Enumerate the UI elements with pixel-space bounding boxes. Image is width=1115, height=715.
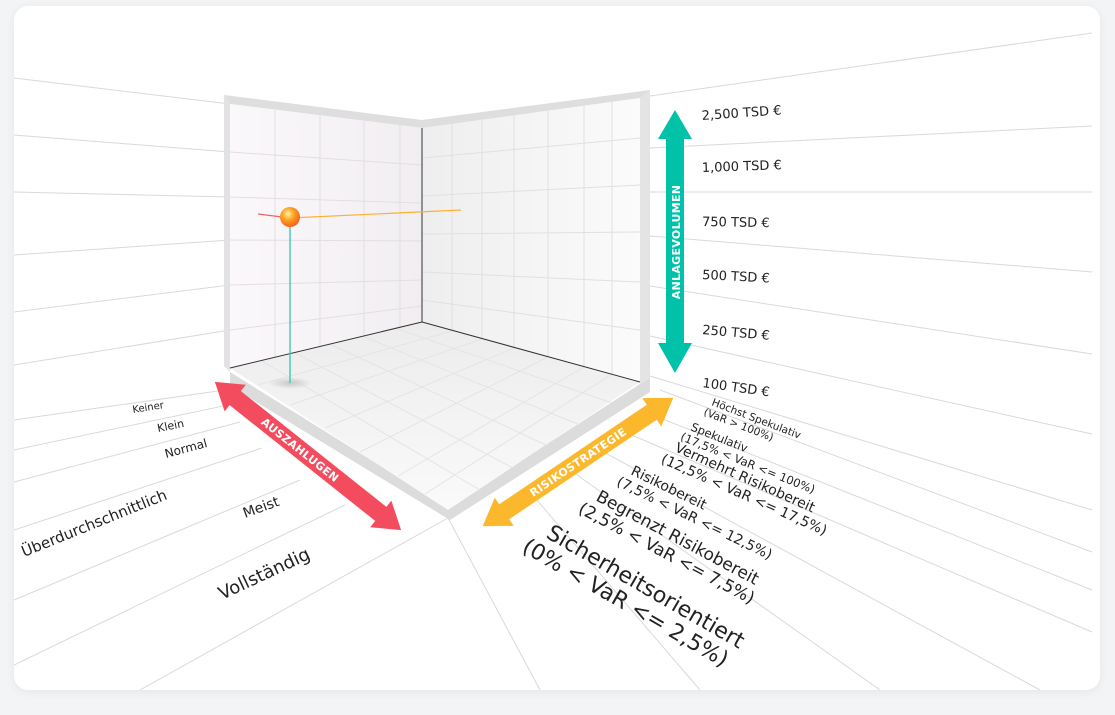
volume-label: 2,500 TSD €: [701, 103, 782, 124]
slab-right-edge: [640, 90, 650, 384]
volume-axis-title: ANLAGEVOLUMEN: [670, 185, 683, 300]
payout-label: Klein: [156, 417, 185, 435]
left-wall-grid: [229, 110, 423, 357]
volume-label: 750 TSD €: [702, 215, 770, 231]
right-wall: [422, 98, 640, 382]
volume-label: 500 TSD €: [702, 268, 770, 287]
position-marker: [280, 207, 300, 227]
volume-arrow: ANLAGEVOLUMEN: [658, 110, 692, 373]
payout-label: Vollständig: [215, 544, 313, 605]
left-wall: [230, 104, 422, 368]
floor-grid: [257, 327, 613, 495]
volume-label: 1,000 TSD €: [702, 158, 782, 176]
diagram-card: ANLAGEVOLUMEN AUSZAHLUGEN RISIKOSTRATEGI…: [14, 6, 1100, 690]
floor-edge-left: [229, 321, 423, 369]
right-wall-grid: [421, 102, 641, 374]
volume-label: 100 TSD €: [701, 376, 770, 400]
volume-label: 250 TSD €: [702, 323, 771, 344]
payout-label: Normal: [163, 436, 209, 461]
cube-diagram: ANLAGEVOLUMEN AUSZAHLUGEN RISIKOSTRATEGI…: [14, 32, 1093, 690]
perspective-lines: [14, 32, 1093, 690]
payout-label: Keiner: [132, 400, 166, 416]
floor-edge-right: [421, 321, 641, 383]
marker-line-right: [289, 209, 462, 219]
slab-left-edge: [224, 95, 230, 372]
payout-label: Überdurchschnittlich: [18, 485, 169, 561]
payout-label: Meist: [241, 494, 282, 522]
floor: [230, 322, 640, 510]
